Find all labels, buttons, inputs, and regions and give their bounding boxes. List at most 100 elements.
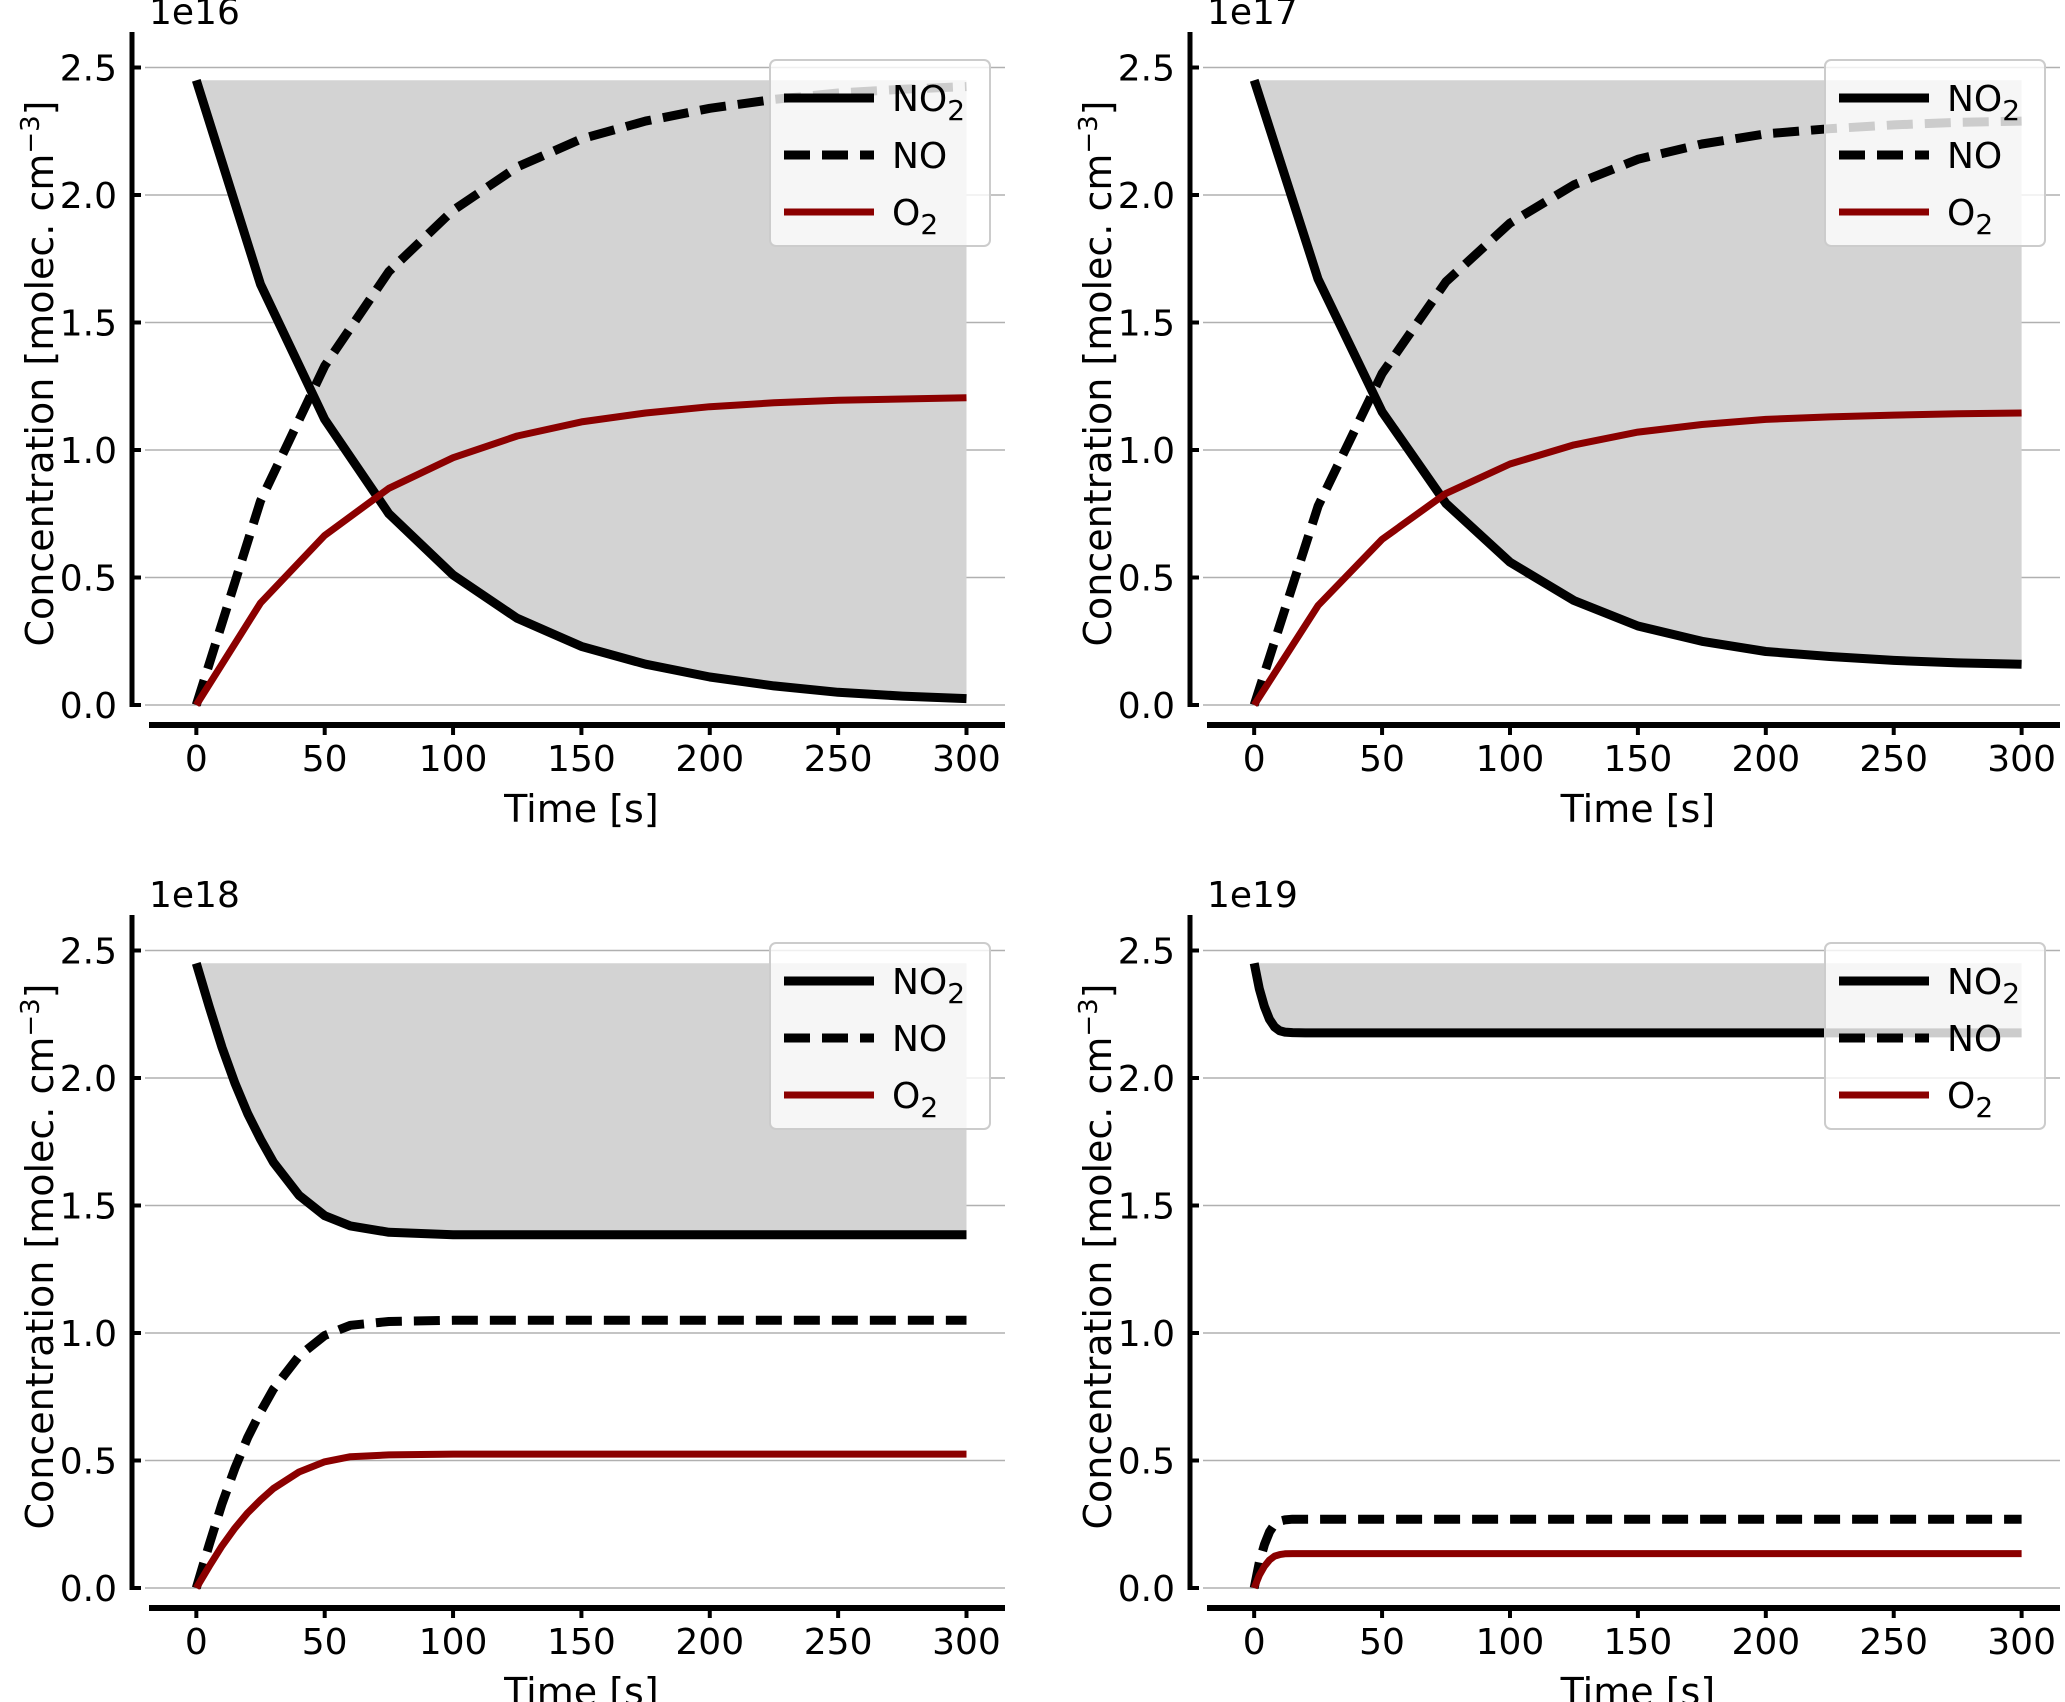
y-tick-label: 1.0 — [1118, 431, 1175, 472]
chart-panel: 0.0 0.5 1.0 1.5 2.0 2.5 0 50 100 150 200 250 300 Time… — [1074, 875, 2060, 1702]
legend-label: NO — [892, 136, 947, 177]
legend-box — [1824, 59, 2046, 247]
series-line-no2 — [1249, 962, 2022, 1038]
x-tick-label: 300 — [1987, 739, 2056, 780]
series-line-no2 — [191, 962, 967, 1240]
y-tick-label: 2.0 — [1118, 1059, 1175, 1100]
y-tick-label: 2.5 — [1118, 932, 1175, 973]
x-tick-label: 200 — [675, 1622, 744, 1663]
x-tick-label: 0 — [1243, 739, 1266, 780]
x-tick-label: 150 — [1604, 1622, 1673, 1663]
legend-label: NO — [892, 1019, 947, 1060]
x-tick-label: 0 — [1243, 1622, 1266, 1663]
x-tick-label: 100 — [419, 739, 488, 780]
series-line-no — [1249, 1514, 2022, 1589]
x-tick-label: 0 — [185, 1622, 208, 1663]
y-tick-label: 2.0 — [1118, 176, 1175, 217]
y-tick-label: 2.0 — [60, 176, 117, 217]
x-axis-label: Time [s] — [503, 787, 659, 831]
series-line-o2 — [1250, 1550, 2022, 1590]
multiplier-label: 1e19 — [1207, 875, 1298, 916]
legend-label: O2 — [1947, 193, 1993, 241]
y-axis-label-text: Concentration [molec. cm — [1076, 1037, 1120, 1530]
legend-label: NO — [1947, 136, 2002, 177]
y-tick-label: 2.5 — [1118, 49, 1175, 90]
legend-box — [769, 942, 991, 1130]
y-axis-label: Concentration [molec. cm−3] — [16, 983, 62, 1529]
x-tick-label: 300 — [932, 739, 1001, 780]
x-axis-label: Time [s] — [1560, 1670, 1716, 1702]
legend-label: O2 — [892, 193, 938, 241]
y-axis-label-bracket: ] — [1076, 100, 1120, 115]
y-tick-label: 0.5 — [1118, 1442, 1175, 1483]
y-tick-label: 2.5 — [60, 49, 117, 90]
x-tick-label: 150 — [547, 739, 616, 780]
series-line-o2 — [193, 394, 967, 707]
legend-box — [769, 59, 991, 247]
y-tick-label: 2.5 — [60, 932, 117, 973]
y-axis-label-exponent: −3 — [16, 998, 46, 1036]
y-axis-label-text: Concentration [molec. cm — [18, 154, 62, 647]
legend-label: NO — [1947, 1019, 2002, 1060]
series-line-no2 — [192, 78, 967, 704]
y-tick-label: 0.0 — [60, 1569, 117, 1610]
multiplier-label: 1e18 — [149, 875, 240, 916]
series-line-no2 — [1249, 78, 2022, 669]
y-axis-label-exponent: −3 — [1074, 998, 1104, 1036]
x-axis-label: Time [s] — [503, 1670, 659, 1702]
series-line-o2 — [193, 1450, 967, 1590]
y-axis-label-bracket: ] — [18, 983, 62, 998]
y-tick-label: 0.0 — [1118, 686, 1175, 727]
series-line-no — [191, 1315, 967, 1590]
legend-label: O2 — [1947, 1076, 1993, 1124]
legend-label: NO2 — [892, 79, 965, 127]
x-axis-label: Time [s] — [1560, 787, 1716, 831]
y-tick-label: 0.5 — [1118, 559, 1175, 600]
y-axis-label-exponent: −3 — [16, 115, 46, 153]
y-tick-label: 1.5 — [1118, 304, 1175, 345]
x-tick-label: 150 — [547, 1622, 616, 1663]
y-axis-label-text: Concentration [molec. cm — [1076, 154, 1120, 647]
series-line-o2 — [1251, 409, 2022, 707]
y-axis-label-text: Concentration [molec. cm — [18, 1037, 62, 1530]
x-tick-label: 200 — [1731, 739, 1800, 780]
y-tick-label: 1.5 — [1118, 1187, 1175, 1228]
x-tick-label: 250 — [804, 739, 873, 780]
y-tick-label: 1.0 — [1118, 1314, 1175, 1355]
chart-panel: 0.0 0.5 1.0 1.5 2.0 2.5 0 50 100 150 200 250 300 Time… — [16, 875, 1005, 1702]
x-tick-label: 100 — [419, 1622, 488, 1663]
x-tick-label: 50 — [1359, 1622, 1405, 1663]
x-tick-label: 250 — [804, 1622, 873, 1663]
y-tick-label: 1.5 — [60, 304, 117, 345]
y-tick-label: 1.0 — [60, 1314, 117, 1355]
y-tick-label: 1.5 — [60, 1187, 117, 1228]
x-tick-label: 50 — [1359, 739, 1405, 780]
legend-label: O2 — [892, 1076, 938, 1124]
y-tick-label: 1.0 — [60, 431, 117, 472]
legend-label: NO2 — [892, 962, 965, 1010]
x-tick-label: 300 — [1987, 1622, 2056, 1663]
y-tick-label: 2.0 — [60, 1059, 117, 1100]
x-tick-label: 50 — [302, 739, 348, 780]
x-tick-label: 50 — [302, 1622, 348, 1663]
y-axis-label: Concentration [molec. cm−3] — [1074, 983, 1120, 1529]
y-tick-label: 0.5 — [60, 559, 117, 600]
legend-label: NO2 — [1947, 79, 2020, 127]
multiplier-label: 1e17 — [1207, 0, 1298, 33]
x-tick-label: 300 — [932, 1622, 1001, 1663]
y-axis-label-exponent: −3 — [1074, 115, 1104, 153]
multiplier-label: 1e16 — [149, 0, 240, 33]
chart-panel: 0.0 0.5 1.0 1.5 2.0 2.5 0 50 100 150 200 250 300 Time… — [16, 0, 1005, 831]
legend-label: NO2 — [1947, 962, 2020, 1010]
x-tick-label: 200 — [1731, 1622, 1800, 1663]
y-axis-label: Concentration [molec. cm−3] — [1074, 100, 1120, 646]
chart-panel: 0.0 0.5 1.0 1.5 2.0 2.5 0 50 100 150 200 250 300 Time… — [1074, 0, 2060, 831]
y-tick-label: 0.0 — [1118, 1569, 1175, 1610]
x-tick-label: 100 — [1476, 739, 1545, 780]
y-tick-label: 0.0 — [60, 686, 117, 727]
y-tick-label: 0.5 — [60, 1442, 117, 1483]
x-tick-label: 150 — [1604, 739, 1673, 780]
x-tick-label: 250 — [1859, 739, 1928, 780]
x-tick-label: 100 — [1476, 1622, 1545, 1663]
y-axis-label-bracket: ] — [18, 100, 62, 115]
